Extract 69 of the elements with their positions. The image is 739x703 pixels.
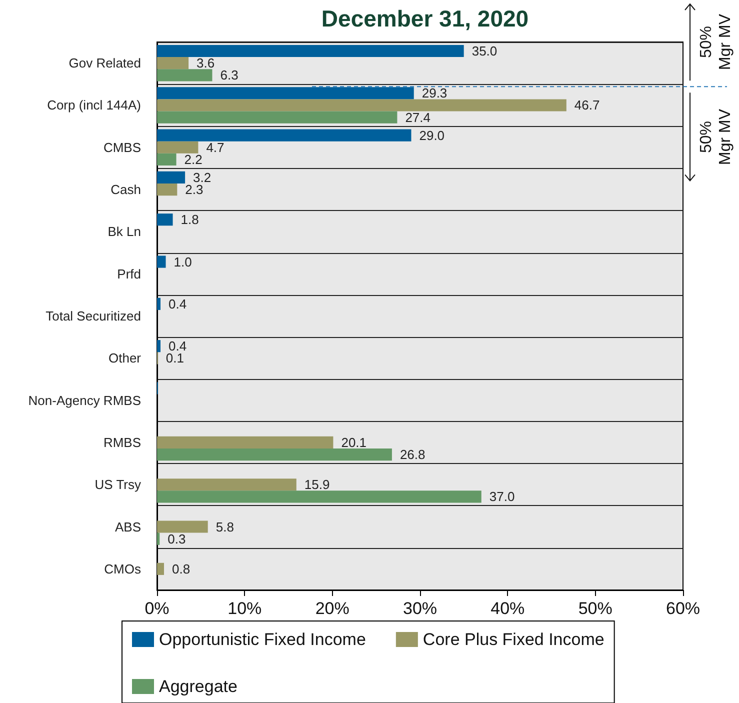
data-label: 3.6 [196,56,215,71]
legend-label: Core Plus Fixed Income [422,630,604,649]
data-label: 1.8 [180,212,199,228]
text: 50% Mgr MV [697,108,735,167]
bar [157,520,208,533]
bar [157,448,392,461]
bar [157,129,412,142]
bar [157,298,161,310]
y-tick-label: US Trsy [94,477,142,492]
data-label: 1.0 [174,254,192,270]
data-label: 20.1 [341,434,367,450]
bar [157,99,566,112]
chart-title: December 31, 2020 [321,6,529,32]
bar [157,171,186,184]
y-tick-label: CMBS [103,140,142,155]
bar [157,183,178,196]
x-tick-label: 10% [228,599,262,618]
bar [157,532,160,545]
data-label: 3.2 [193,170,212,185]
bar [157,69,212,82]
data-label: 15.9 [304,477,330,492]
bar [157,153,176,166]
y-tick-label: Non-Agency RMBS [28,392,142,408]
y-tick-label: CMOs [104,561,142,576]
y-tick-label: Gov Related [68,56,141,71]
x-tick-label: 30% [402,599,438,618]
data-label: 35.0 [472,43,498,58]
y-tick-label: Other [108,350,142,366]
data-label: 4.7 [206,140,224,155]
data-label: 6.3 [220,68,238,83]
legend-label: Aggregate [159,677,238,696]
x-tick-label: 50% [578,599,612,618]
data-label: 37.0 [489,489,515,504]
legend-label: Opportunistic Fixed Income [159,630,366,649]
y-tick-label: RMBS [103,434,142,450]
text: 50% Mgr MV [697,13,735,72]
bar [157,490,482,503]
x-tick-label: 20% [315,599,350,618]
bar [157,44,464,58]
data-label: 29.0 [419,128,445,143]
data-label: 0.8 [172,561,190,576]
data-label: 2.2 [184,152,202,167]
bar [157,141,198,154]
y-tick-label: Corp (incl 144A) [47,98,141,113]
y-tick-label: Cash [110,182,141,198]
bar [157,562,164,575]
y-tick-label: Prfd [117,266,141,282]
data-label: 27.4 [405,110,431,125]
x-tick-label: 60% [666,599,700,618]
bar [157,478,296,491]
data-label: 0.3 [168,531,186,546]
data-label: 5.8 [216,519,234,534]
bar [157,57,189,70]
bar [157,111,398,124]
y-tick-label: ABS [114,519,142,534]
bar [157,436,334,449]
x-tick-label: 40% [490,599,525,618]
data-label: 29.3 [422,86,448,101]
bar [157,256,166,268]
data-label: 46.7 [574,98,600,113]
y-tick-label: Bk Ln [108,224,141,240]
y-tick-label: Total Securitized [46,308,141,324]
x-tick-label: 0% [144,599,170,618]
data-label: 0.4 [168,296,187,312]
data-label: 26.8 [400,447,426,462]
bar [157,87,414,100]
data-label: 2.3 [185,182,204,198]
bar [157,214,173,226]
bar [157,340,161,352]
